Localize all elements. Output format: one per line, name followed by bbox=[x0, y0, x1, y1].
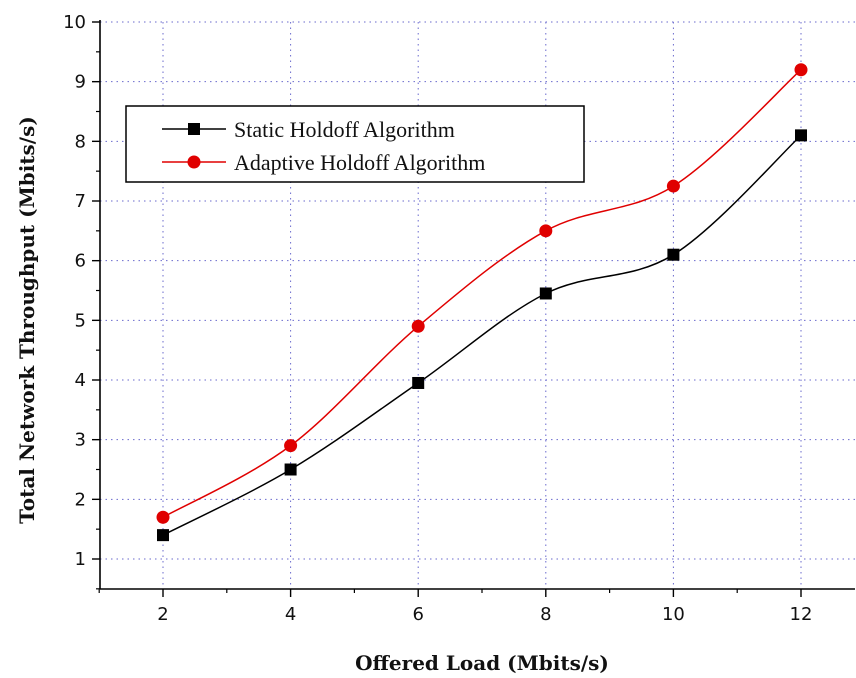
data-point-circle bbox=[794, 63, 808, 77]
legend-marker-static bbox=[188, 123, 200, 135]
y-tick-label: 5 bbox=[75, 310, 86, 331]
data-point-square bbox=[157, 529, 169, 542]
axes bbox=[92, 20, 855, 597]
y-axis-title: Total Network Throughput (Mbits/s) bbox=[15, 116, 39, 524]
legend-marker-adaptive bbox=[187, 155, 201, 169]
x-tick-label: 4 bbox=[285, 604, 296, 625]
data-point-circle bbox=[284, 439, 298, 453]
x-tick-label: 10 bbox=[662, 604, 685, 625]
y-tick-label: 10 bbox=[63, 12, 86, 33]
y-tick-label: 2 bbox=[75, 489, 86, 510]
legend-box bbox=[125, 105, 585, 183]
legend-label-adaptive: Adaptive Holdoff Algorithm bbox=[234, 150, 485, 175]
y-tick-label: 7 bbox=[75, 191, 86, 212]
x-tick-label: 8 bbox=[540, 604, 551, 625]
series-line bbox=[162, 69, 802, 518]
data-point-square bbox=[284, 463, 297, 476]
data-point-square bbox=[412, 376, 425, 389]
y-tick-label: 4 bbox=[75, 370, 86, 391]
data-point-square bbox=[539, 287, 552, 300]
data-point-circle bbox=[666, 179, 680, 193]
legend: Static Holdoff Algorithm Adaptive Holdof… bbox=[125, 105, 585, 183]
y-tick-label: 1 bbox=[75, 549, 86, 570]
x-tick-label: 6 bbox=[412, 604, 423, 625]
x-tick-label: 2 bbox=[157, 604, 168, 625]
y-tick-label: 6 bbox=[75, 251, 86, 272]
series-group bbox=[156, 63, 808, 542]
series-line bbox=[162, 134, 802, 536]
x-axis-title: Offered Load (Mbits/s) bbox=[355, 651, 609, 675]
legend-label-static: Static Holdoff Algorithm bbox=[234, 117, 455, 142]
y-tick-label: 3 bbox=[75, 430, 86, 451]
y-tick-label: 9 bbox=[75, 72, 86, 93]
y-tick-label: 8 bbox=[75, 131, 86, 152]
data-point-circle bbox=[411, 319, 425, 333]
data-point-square bbox=[667, 248, 680, 261]
data-point-circle bbox=[156, 510, 170, 524]
data-point-square bbox=[795, 129, 807, 142]
data-point-circle bbox=[539, 224, 553, 238]
x-tick-label: 12 bbox=[790, 604, 813, 625]
